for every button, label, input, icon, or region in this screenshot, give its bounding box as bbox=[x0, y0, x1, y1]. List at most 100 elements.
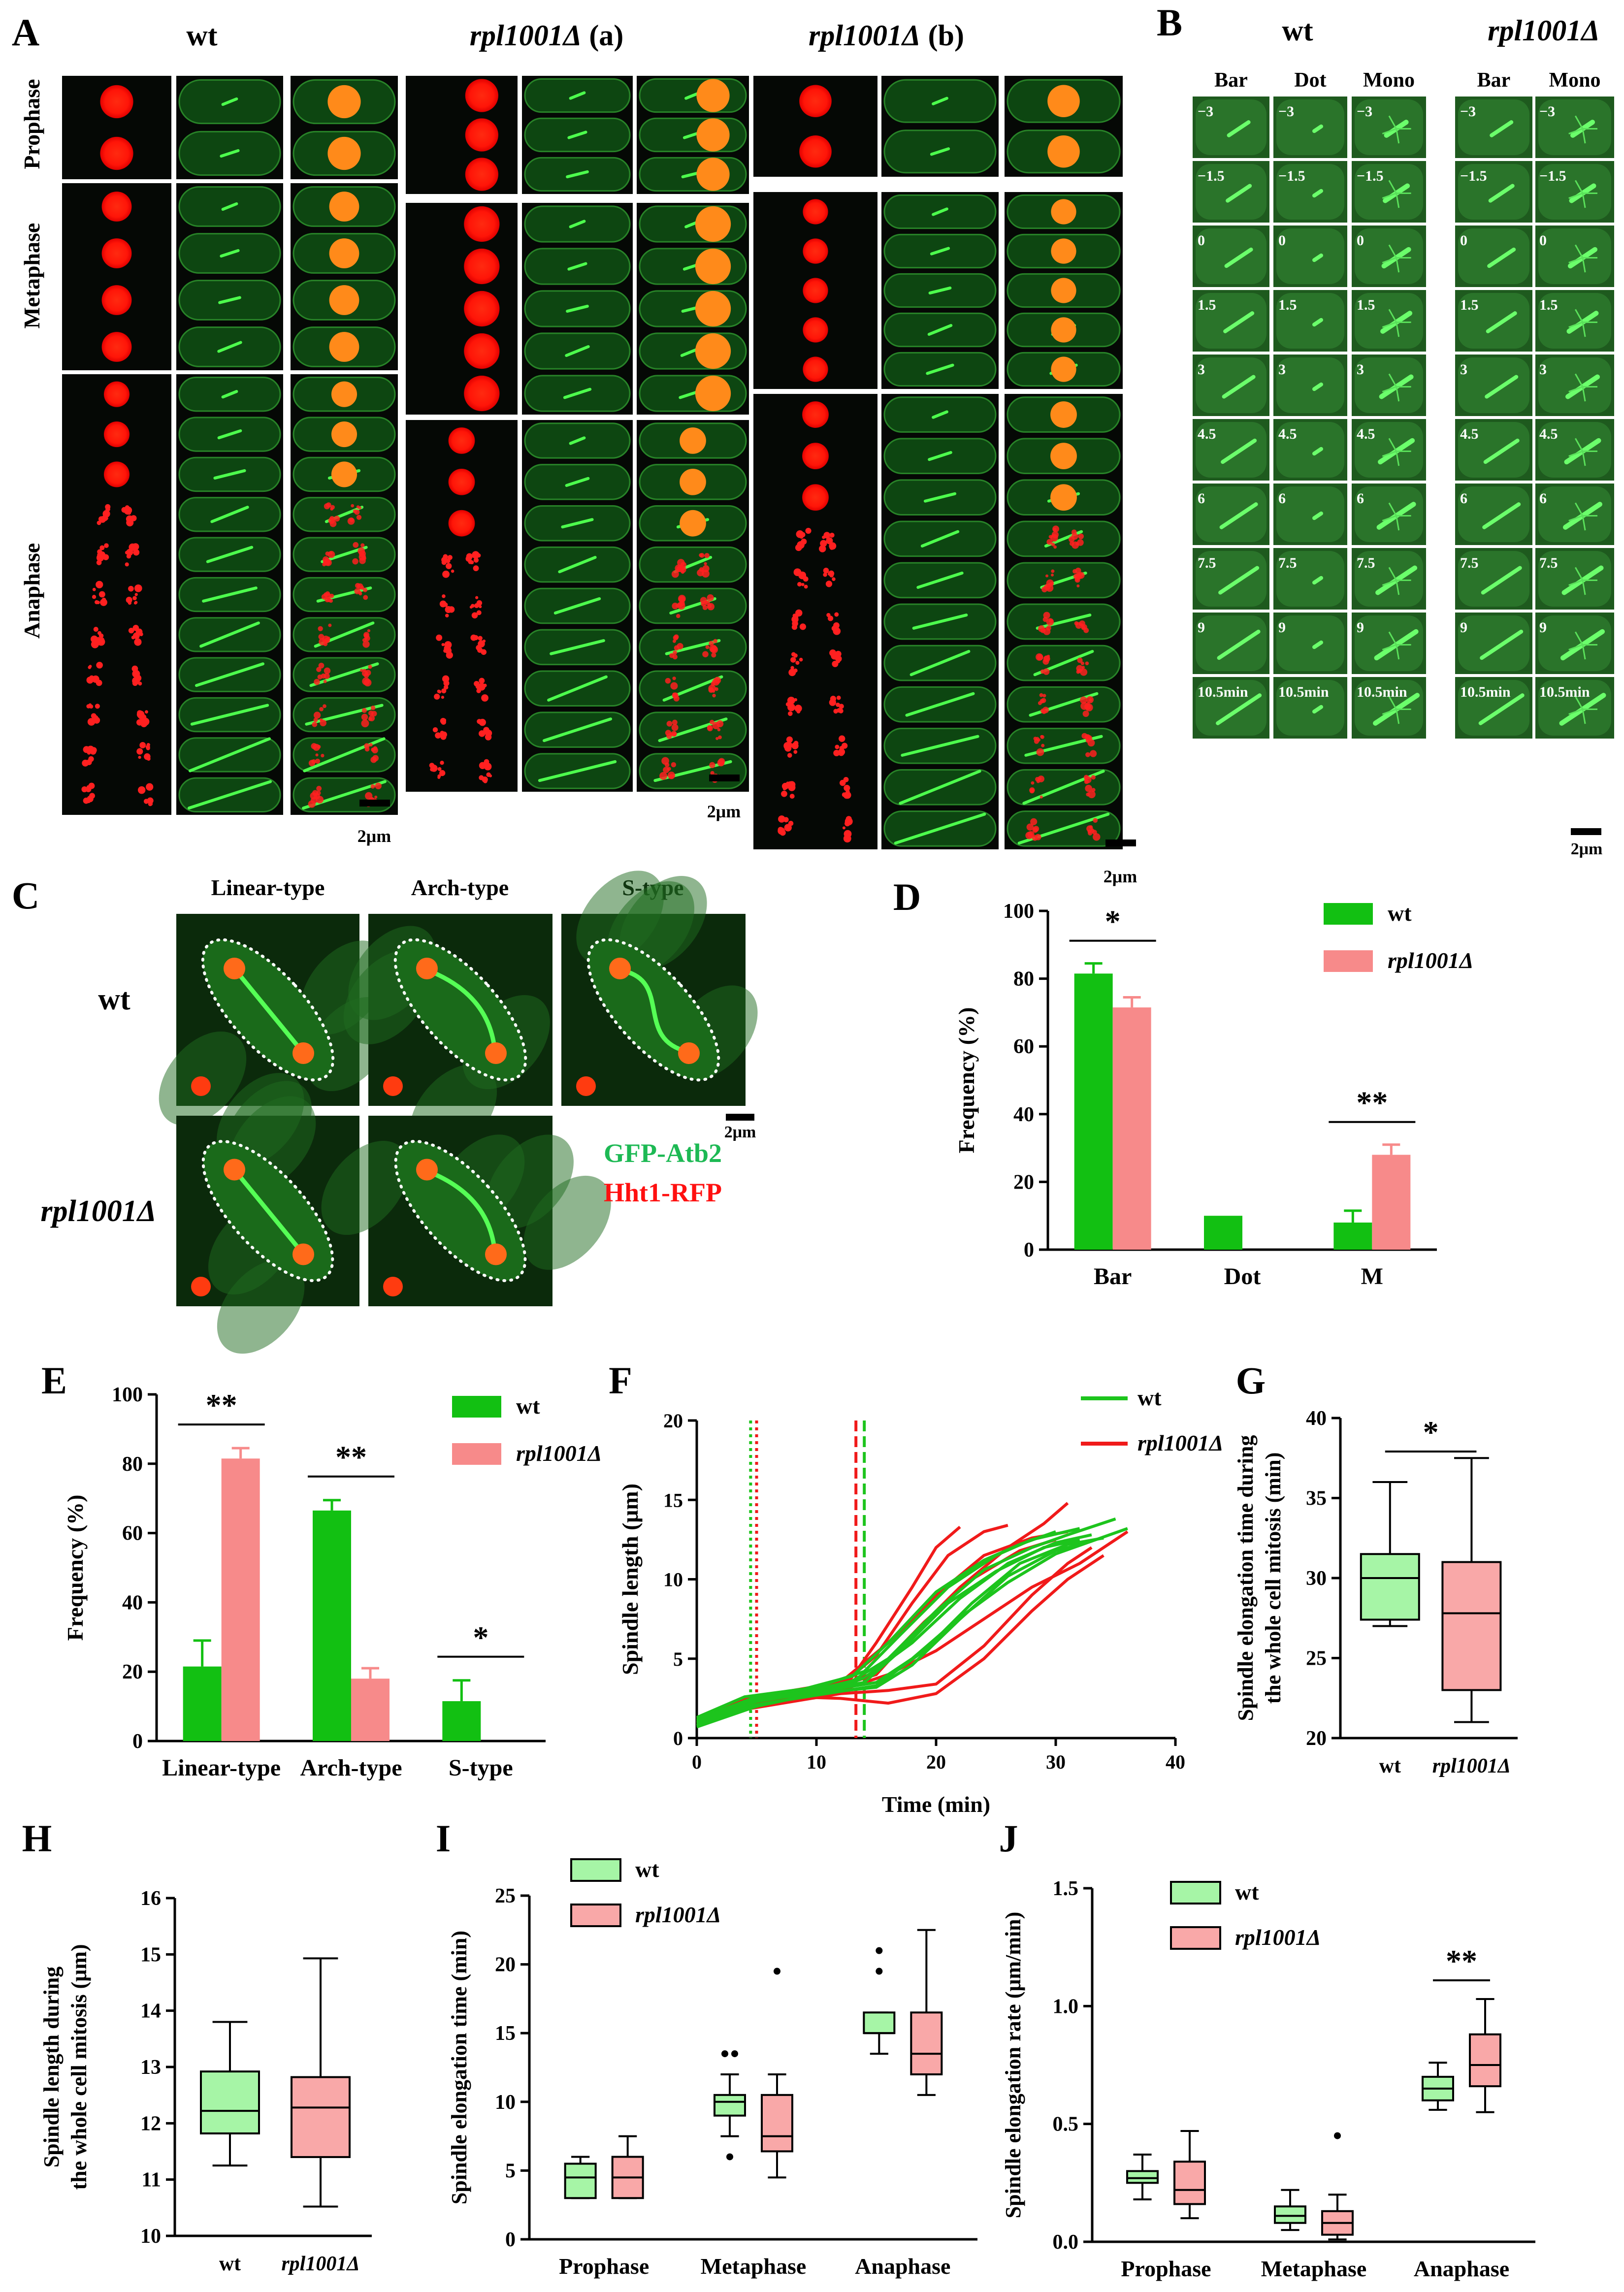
chart-H-ytick-label: 15 bbox=[140, 1943, 161, 1966]
chart-E-ytick-label: 60 bbox=[122, 1522, 143, 1545]
chart-E-ytick-label: 20 bbox=[122, 1661, 143, 1683]
chart-F-trace-wt bbox=[696, 1527, 1128, 1724]
panel-a-mut-a-phase0-merge bbox=[637, 76, 749, 194]
chart-D-significance-label: * bbox=[1105, 904, 1121, 939]
panel-a-mut-a-phase2-red bbox=[406, 420, 518, 792]
chart-F-y-label: Spindle length (μm) bbox=[617, 1484, 643, 1675]
chart-I-ytick-label: 0 bbox=[505, 2228, 516, 2251]
panel-a-mut-b-phase0-red bbox=[753, 76, 877, 177]
chart-E-ytick-label: 40 bbox=[122, 1591, 143, 1614]
panel-b-time-3-3: 1.5 bbox=[1460, 297, 1479, 313]
chart-G-y-label-line: Spindle elongation time during bbox=[1234, 1435, 1258, 1721]
phase-label-prophase: Prophase bbox=[19, 79, 44, 169]
chart-I-ytick-label: 5 bbox=[505, 2160, 516, 2182]
panel-b-time-0-8: 9 bbox=[1198, 619, 1205, 636]
panel-b-strip-1 bbox=[1273, 97, 1347, 739]
panel-a-wt-phase0-green bbox=[176, 76, 283, 179]
chart-D-ytick-label: 100 bbox=[1003, 900, 1034, 923]
panel-letter-h: H bbox=[22, 1817, 52, 1860]
panel-a-mut-b-phase2-green bbox=[881, 394, 999, 849]
panel-a-wt-phase0-red bbox=[62, 76, 171, 179]
panel-b-time-3-4: 3 bbox=[1460, 361, 1467, 378]
chart-H-ytick-label: 13 bbox=[140, 2056, 161, 2079]
panel-b-time-3-9: 10.5min bbox=[1460, 684, 1511, 700]
panel-letter-e: E bbox=[41, 1359, 67, 1402]
scale-bar-a-2 bbox=[1105, 839, 1136, 846]
panel-b-time-3-0: −3 bbox=[1460, 103, 1476, 120]
chart-F-ytick-label: 15 bbox=[663, 1489, 683, 1511]
panel-a-wt-phase0-merge bbox=[291, 76, 398, 179]
panel-c-wt-s bbox=[561, 871, 758, 1106]
chart-E-significance-label: * bbox=[473, 1620, 488, 1655]
panel-a-mut-a-phase1-green bbox=[522, 203, 633, 415]
scale-bar-label-a-2: 2μm bbox=[1104, 867, 1137, 886]
panel-b-time-4-1: −1.5 bbox=[1539, 168, 1566, 184]
panel-b-time-1-4: 3 bbox=[1278, 361, 1286, 378]
chart-I-box-mut bbox=[761, 1968, 793, 2179]
panel-a-wt-phase1-red bbox=[62, 183, 171, 370]
panel-b-group-mut: rpl1001Δ bbox=[1488, 14, 1600, 47]
chart-E-bar-wt bbox=[313, 1510, 351, 1741]
panel-a-mut-a-phase0-green bbox=[522, 76, 633, 194]
chart-I-y-label: Spindle elongation time (min) bbox=[447, 1931, 471, 2204]
panel-a-mut-b-phase2-red bbox=[753, 394, 877, 849]
chart-E-significance-label: ** bbox=[335, 1440, 367, 1475]
panel-letter-i: I bbox=[436, 1817, 451, 1860]
panel-b-time-0-0: −3 bbox=[1198, 103, 1213, 120]
scale-bar-label-c: 2μm bbox=[724, 1123, 756, 1141]
chart-E-legend-swatch bbox=[452, 1396, 501, 1418]
chart-I-box-mut bbox=[910, 1929, 943, 2096]
chart-G-box-mut bbox=[1441, 1457, 1502, 1723]
panel-b-time-3-2: 0 bbox=[1460, 232, 1467, 249]
chart-D-legend-swatch bbox=[1324, 950, 1373, 972]
panel-b-time-1-1: −1.5 bbox=[1278, 168, 1305, 184]
chart-E-bar-mut bbox=[351, 1679, 390, 1741]
chart-D-y-label: Frequency (%) bbox=[954, 1007, 979, 1154]
panel-a-wt-phase1-green bbox=[176, 183, 283, 370]
chart-I-ytick-label: 10 bbox=[495, 2091, 516, 2114]
panel-c-row-wt: wt bbox=[98, 983, 130, 1016]
chart-H-ytick-label: 11 bbox=[141, 2169, 161, 2192]
chart-J-category-label: Anaphase bbox=[1414, 2256, 1509, 2281]
panel-letter-d: D bbox=[893, 875, 921, 918]
panel-b-col-0: Bar bbox=[1214, 69, 1248, 92]
chart-J-box-mut bbox=[1173, 2130, 1206, 2220]
scale-bar-b bbox=[1571, 828, 1601, 835]
chart-D-category-label: M bbox=[1361, 1263, 1383, 1290]
chart-H-category-label: rpl1001Δ bbox=[281, 2253, 359, 2275]
panel-b-time-2-4: 3 bbox=[1357, 361, 1364, 378]
panel-a-wt-phase2-merge bbox=[291, 374, 398, 815]
chart-G-ytick-label: 40 bbox=[1306, 1407, 1327, 1430]
chart-G-ytick-label: 30 bbox=[1306, 1567, 1327, 1590]
panel-b-time-1-0: −3 bbox=[1278, 103, 1294, 120]
chart-I-legend-swatch bbox=[570, 1904, 621, 1927]
panel-b-time-3-8: 9 bbox=[1460, 619, 1467, 636]
chart-H-box-mut bbox=[291, 1957, 351, 2208]
panel-letter-f: F bbox=[609, 1359, 632, 1402]
phase-label-anaphase: Anaphase bbox=[19, 543, 44, 639]
chart-F-ytick-label: 0 bbox=[673, 1727, 683, 1749]
chart-E-bar-wt bbox=[442, 1701, 481, 1741]
chart-F-ytick-label: 5 bbox=[673, 1648, 683, 1670]
panel-c-col-1: Arch-type bbox=[411, 875, 509, 900]
panel-a-mut-a-phase2-green bbox=[522, 420, 633, 792]
panel-b-time-0-1: −1.5 bbox=[1198, 168, 1225, 184]
chart-J-ytick-label: 1.5 bbox=[1053, 1877, 1079, 1900]
scale-bar-label-b: 2μm bbox=[1571, 840, 1603, 858]
chart-J-category-label: Metaphase bbox=[1261, 2256, 1367, 2281]
chart-D-bar-wt bbox=[1333, 1222, 1372, 1250]
panel-b-group-wt: wt bbox=[1282, 14, 1313, 47]
panel-a-wt-phase1-merge bbox=[291, 183, 398, 370]
chart-I-axes: 0 5 10 15 20 25 bbox=[495, 1885, 977, 2251]
chart-J-significance-label: ** bbox=[1446, 1943, 1477, 1978]
chart-J-box-mut bbox=[1469, 1998, 1501, 2113]
chart-J-y-label: Spindle elongation rate (μm/min) bbox=[1001, 1912, 1025, 2219]
panel-a-mut-b-phase1-green bbox=[881, 192, 999, 389]
chart-E-y-label: Frequency (%) bbox=[63, 1495, 88, 1641]
panel-b-time-0-7: 7.5 bbox=[1198, 555, 1216, 571]
panel-b-time-0-2: 0 bbox=[1198, 232, 1205, 249]
scale-bar-label-a-1: 2μm bbox=[707, 802, 741, 821]
chart-J-ytick-label: 0.0 bbox=[1053, 2231, 1079, 2254]
chart-F-xtick-label: 10 bbox=[807, 1751, 826, 1773]
chart-E-bar-mut bbox=[221, 1458, 260, 1741]
